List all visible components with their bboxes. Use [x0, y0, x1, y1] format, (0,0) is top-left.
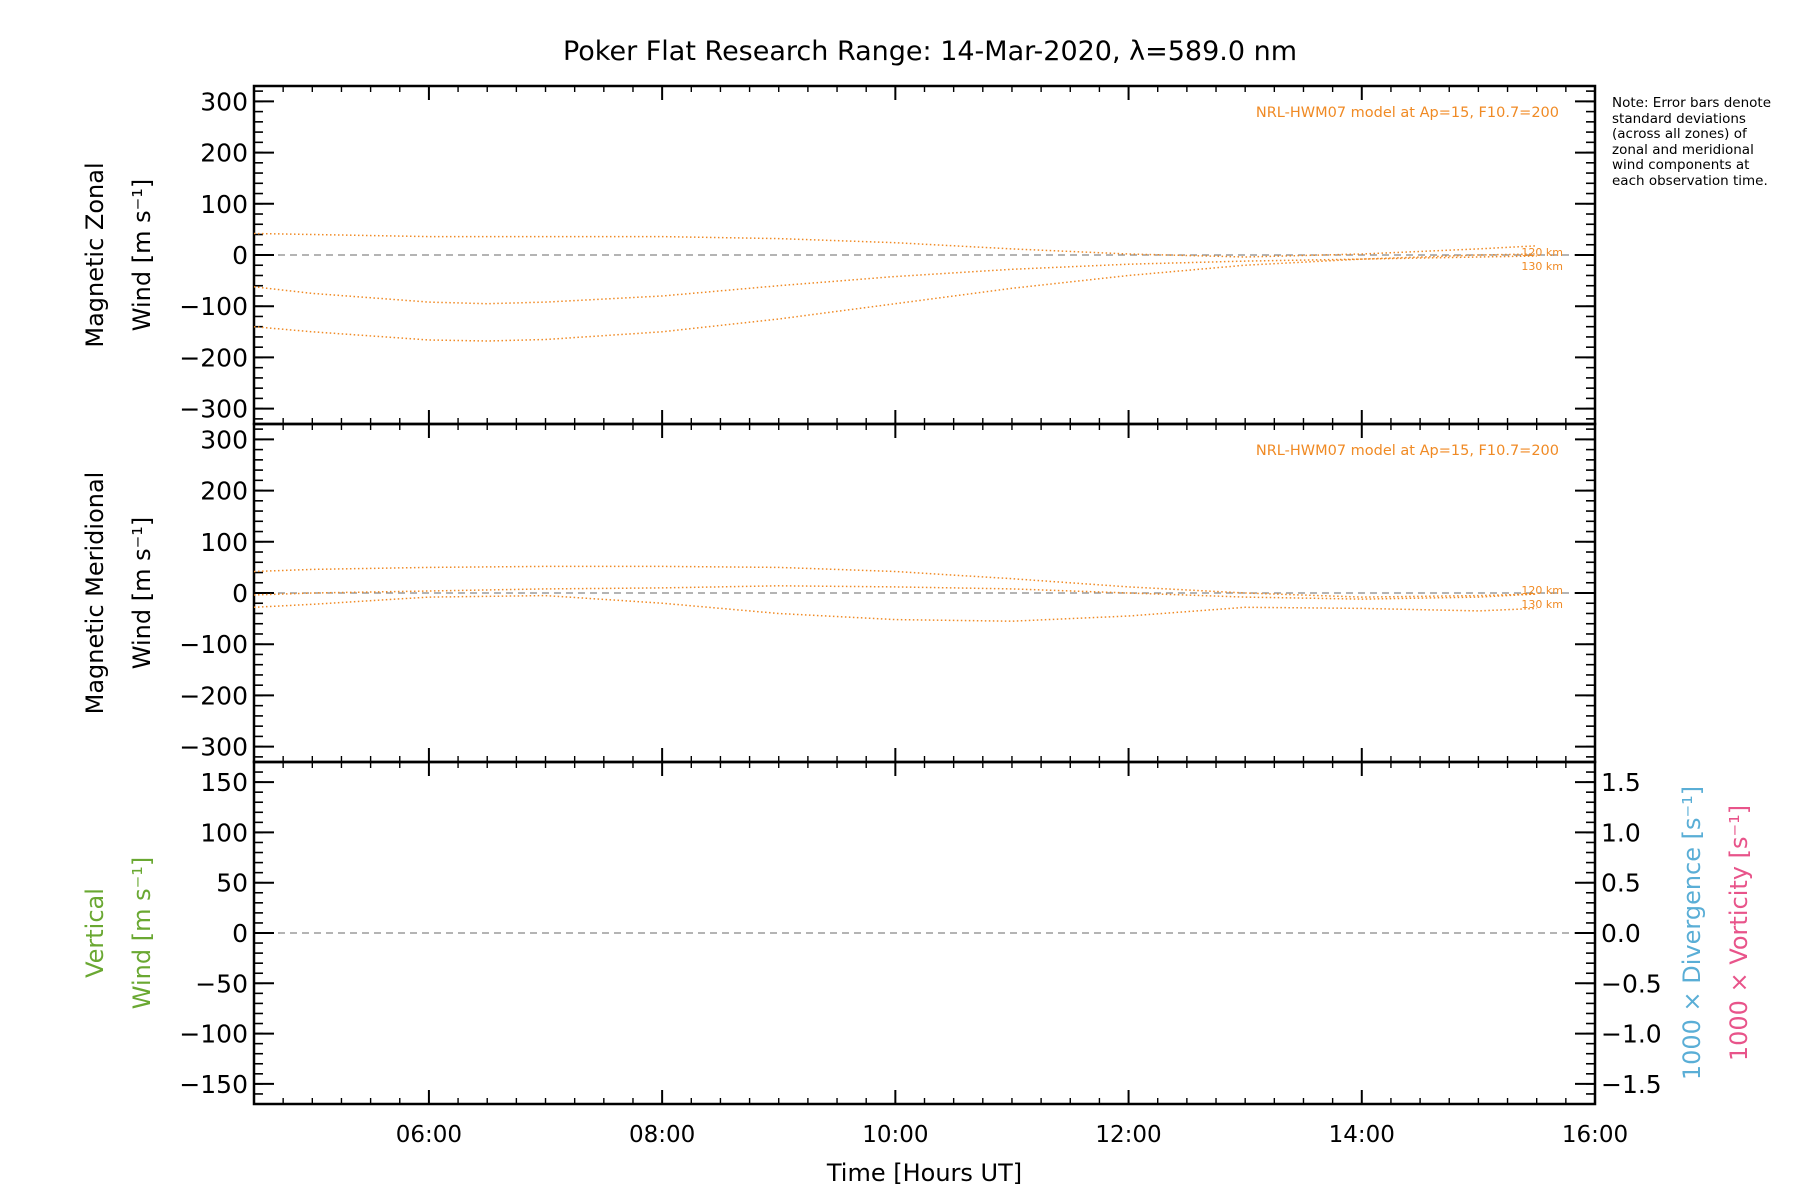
model-curve-1	[253, 565, 1537, 598]
y-tick-label: 300	[200, 425, 248, 454]
end-label-130km: 130 km	[1521, 260, 1563, 273]
y-tick-label: 0	[232, 579, 248, 608]
panel-vertical: 150 100 50 0 −50 −100 −150 06:00 08:00 10:00 12:00…	[81, 760, 1753, 1187]
model-curve-3	[253, 594, 1537, 622]
panel-meridional: 300 200 100 0 −100 −200 −300 Magnetic Meridiona…	[81, 422, 1597, 764]
y2-tick-label: 0.5	[1601, 869, 1641, 898]
model-curve-2	[253, 255, 1537, 305]
y-tick-label: −100	[179, 630, 248, 659]
y-tick-label: 50	[216, 869, 248, 898]
y2-label-vorticity: 1000 × Vorticity [s⁻¹]	[1725, 805, 1753, 1061]
y2-tick-label: −1.5	[1601, 1070, 1662, 1099]
y-tick-label: 0	[232, 919, 248, 948]
y2-tick-label: 1.0	[1601, 818, 1641, 847]
y-axis-label-line1: Magnetic Zonal	[81, 162, 109, 347]
x-tick-label: 06:00	[396, 1122, 462, 1148]
y-tick-label: −150	[179, 1070, 248, 1099]
panel-frame	[252, 422, 1597, 764]
y-axis-label-line2: Wind [m s⁻¹]	[128, 517, 156, 669]
y-tick-label: 100	[200, 528, 248, 557]
y-axis-label-line1: Magnetic Meridional	[81, 472, 109, 715]
y-tick-label: −200	[179, 681, 248, 710]
y-tick-label: 300	[200, 87, 248, 116]
y-axis-label-line1: Vertical	[81, 888, 109, 978]
y-tick-label: −300	[179, 733, 248, 762]
model-curve-2	[253, 585, 1537, 600]
y2-tick-label: 1.5	[1601, 768, 1641, 797]
end-label-120km: 120 km	[1521, 246, 1563, 259]
y-tick-label: 100	[200, 190, 248, 219]
model-curve-3	[253, 253, 1537, 342]
x-tick-label: 12:00	[1095, 1122, 1161, 1148]
x-tick-label: 08:00	[629, 1122, 695, 1148]
y2-label-divergence: 1000 × Divergence [s⁻¹]	[1678, 786, 1706, 1080]
y-axis-label-line2: Wind [m s⁻¹]	[128, 179, 156, 331]
model-curve-1	[253, 232, 1537, 258]
x-tick-label: 16:00	[1562, 1122, 1628, 1148]
x-tick-label: 10:00	[862, 1122, 928, 1148]
y-tick-label: −50	[195, 969, 248, 998]
y2-tick-label: −1.0	[1601, 1020, 1662, 1049]
panel-frame	[252, 84, 1597, 426]
x-tick-label: 14:00	[1329, 1122, 1395, 1148]
y-tick-label: 150	[200, 768, 248, 797]
model-annotation: NRL-HWM07 model at Ap=15, F10.7=200	[1256, 443, 1559, 459]
y-tick-label: −100	[179, 292, 248, 321]
y2-tick-label: −0.5	[1601, 969, 1662, 998]
chart-title: Poker Flat Research Range: 14-Mar-2020, …	[563, 36, 1297, 67]
y-axis-label-line2: Wind [m s⁻¹]	[128, 857, 156, 1009]
end-label-120km: 120 km	[1521, 584, 1563, 597]
y-tick-label: 200	[200, 477, 248, 506]
y-tick-label: 100	[200, 818, 248, 847]
panel-zonal: 300 200 100 0 −100 −200 −300 Magnetic Zonal Wind…	[81, 84, 1597, 426]
error-bar-note: Note: Error bars denote standard deviati…	[1612, 95, 1772, 189]
y-tick-label: −100	[179, 1020, 248, 1049]
model-annotation: NRL-HWM07 model at Ap=15, F10.7=200	[1256, 105, 1559, 121]
y2-tick-label: 0.0	[1601, 919, 1641, 948]
x-axis-label: Time [Hours UT]	[826, 1159, 1022, 1187]
panel-frame	[252, 760, 1597, 1106]
y-tick-label: −200	[179, 343, 248, 372]
y-tick-label: 200	[200, 139, 248, 168]
end-label-130km: 130 km	[1521, 598, 1563, 611]
y-tick-label: −300	[179, 395, 248, 424]
y-tick-label: 0	[232, 241, 248, 270]
